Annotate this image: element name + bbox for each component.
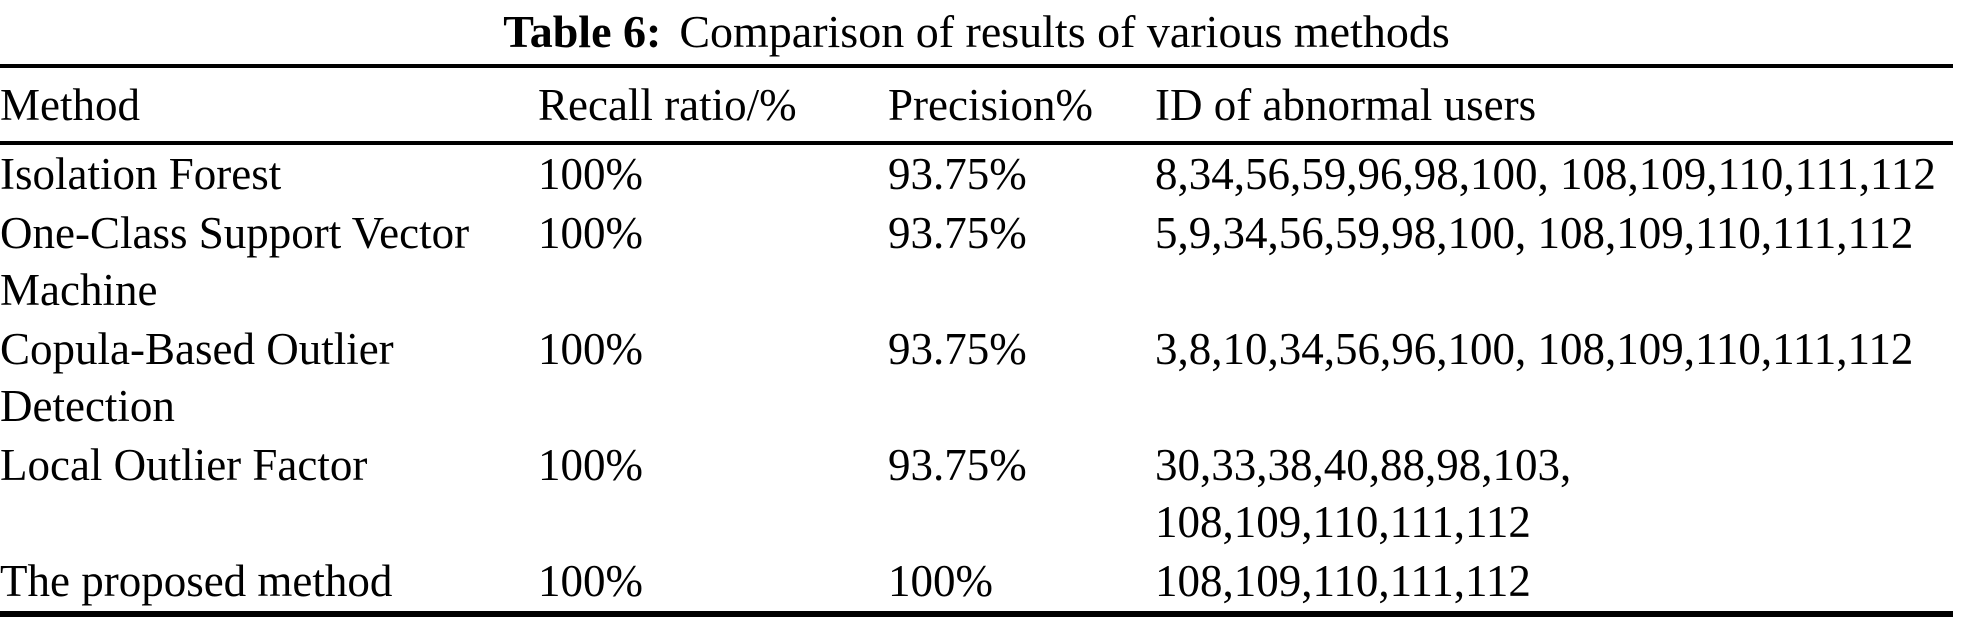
header-row: Method Recall ratio/% Precision% ID of a…: [0, 66, 1953, 143]
cell-precision: 93.75%: [888, 440, 1027, 490]
cell-method: Copula-Based Outlier Detection: [0, 324, 394, 431]
cell-ids: 8,34,56,59,96,98,100, 108,109,110,111,11…: [1155, 149, 1936, 199]
cell-ids: 5,9,34,56,59,98,100, 108,109,110,111,112: [1155, 208, 1914, 258]
cell-precision: 93.75%: [888, 208, 1027, 258]
cell-recall: 100%: [538, 440, 643, 490]
results-table: Method Recall ratio/% Precision% ID of a…: [0, 64, 1953, 617]
cell-ids: 3,8,10,34,56,96,100, 108,109,110,111,112: [1155, 324, 1914, 374]
column-header-precision: Precision%: [888, 80, 1093, 130]
cell-recall: 100%: [538, 208, 643, 258]
cell-ids: 30,33,38,40,88,98,103, 108,109,110,111,1…: [1155, 440, 1572, 547]
column-header-ids: ID of abnormal users: [1155, 80, 1537, 130]
cell-method: Isolation Forest: [0, 149, 282, 199]
table-row: The proposed method 100% 100% 108,109,11…: [0, 552, 1953, 614]
cell-ids: 108,109,110,111,112: [1155, 556, 1531, 606]
table-caption: Table 6: Comparison of results of various…: [0, 0, 1953, 64]
caption-label: Table 6:: [503, 6, 662, 57]
caption-text: Comparison of results of various methods: [679, 6, 1450, 57]
cell-method: The proposed method: [0, 556, 393, 606]
cell-method: Local Outlier Factor: [0, 440, 368, 490]
table-body: Isolation Forest 100% 93.75% 8,34,56,59,…: [0, 143, 1953, 614]
cell-precision: 93.75%: [888, 149, 1027, 199]
cell-method: One-Class Support Vector Machine: [0, 208, 470, 315]
cell-recall: 100%: [538, 556, 643, 606]
table-row: Isolation Forest 100% 93.75% 8,34,56,59,…: [0, 143, 1953, 204]
cell-precision: 100%: [888, 556, 993, 606]
table-row: One-Class Support Vector Machine 100% 93…: [0, 204, 1953, 320]
column-header-recall: Recall ratio/%: [538, 80, 797, 130]
cell-recall: 100%: [538, 149, 643, 199]
table-row: Local Outlier Factor 100% 93.75% 30,33,3…: [0, 436, 1953, 552]
column-header-method: Method: [0, 80, 140, 130]
cell-precision: 93.75%: [888, 324, 1027, 374]
cell-recall: 100%: [538, 324, 643, 374]
table-row: Copula-Based Outlier Detection 100% 93.7…: [0, 320, 1953, 436]
